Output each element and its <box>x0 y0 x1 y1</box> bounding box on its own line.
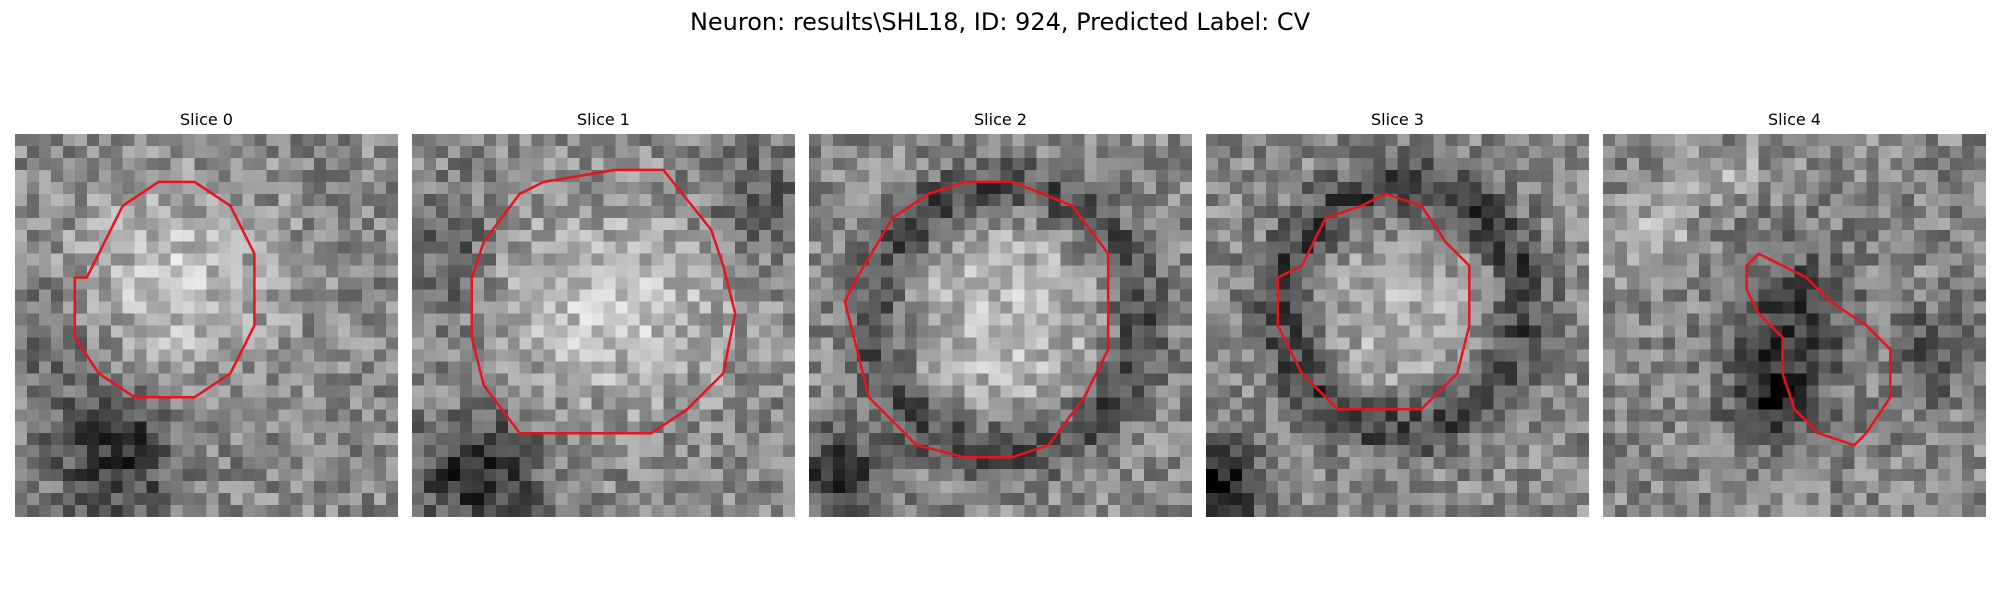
slice-title-1: Slice 1 <box>577 110 630 129</box>
slice-image-0 <box>15 134 398 517</box>
slice-image-3 <box>1206 134 1589 517</box>
slice-panel-2: Slice 2 <box>809 108 1192 517</box>
slice-title-4: Slice 4 <box>1768 110 1821 129</box>
slice-image-1 <box>412 134 795 517</box>
segmentation-contour <box>843 180 1110 459</box>
slice-title-0: Slice 0 <box>180 110 233 129</box>
slice-panel-1: Slice 1 <box>412 108 795 517</box>
segmentation-contour <box>1745 252 1892 447</box>
slice-panel-4: Slice 4 <box>1603 108 1986 517</box>
segmentation-contour <box>73 180 256 399</box>
segmentation-contour <box>1276 192 1471 411</box>
slice-panel-0: Slice 0 <box>15 108 398 517</box>
slice-image-4 <box>1603 134 1986 517</box>
slice-title-3: Slice 3 <box>1371 110 1424 129</box>
segmentation-contour <box>470 168 737 435</box>
slice-title-2: Slice 2 <box>974 110 1027 129</box>
slice-panel-3: Slice 3 <box>1206 108 1589 517</box>
figure-title: Neuron: results\SHL18, ID: 924, Predicte… <box>689 8 1311 36</box>
slice-image-2 <box>809 134 1192 517</box>
